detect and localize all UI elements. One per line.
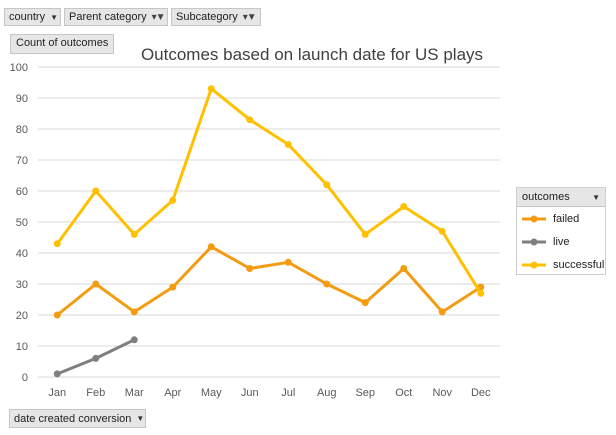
parent-category-filter-label: Parent category	[69, 11, 147, 23]
series-line-failed	[56, 245, 482, 317]
legend-label: failed	[553, 212, 580, 225]
x-tick-label: Aug	[317, 387, 337, 399]
data-point-successful	[361, 230, 369, 238]
x-tick-label: Dec	[471, 387, 491, 399]
legend-item-failed: failed	[517, 207, 605, 230]
filter-dropdown-icon: ▾▼	[242, 11, 257, 23]
data-point-failed	[361, 299, 369, 307]
country-filter-button[interactable]: country ▼	[4, 8, 61, 26]
x-tick-label: May	[201, 387, 222, 399]
chart-title: Outcomes based on launch date for US pla…	[141, 45, 483, 64]
y-tick-label: 10	[16, 341, 28, 353]
legend-label: live	[553, 235, 570, 248]
count-of-outcomes-label: Count of outcomes	[16, 37, 109, 49]
data-point-successful	[323, 181, 331, 189]
x-tick-label: Oct	[395, 387, 412, 399]
country-filter-label: country	[9, 11, 46, 23]
dropdown-arrow-icon: ▼	[136, 414, 145, 423]
data-point-failed	[53, 311, 61, 319]
date-created-conversion-label: date created conversion	[14, 412, 132, 425]
x-tick-label: Feb	[86, 387, 105, 399]
data-point-successful	[477, 289, 485, 297]
data-point-successful	[284, 141, 292, 148]
data-point-failed	[130, 308, 138, 316]
y-tick-label: 80	[16, 124, 28, 136]
y-tick-label: 70	[16, 155, 28, 167]
legend-label: successful	[553, 258, 605, 271]
x-tick-label: Nov	[432, 387, 452, 399]
legend-item-successful: successful	[517, 253, 605, 276]
data-point-failed	[92, 280, 100, 288]
legend-header[interactable]: outcomes ▼	[517, 188, 605, 207]
legend: outcomes ▼ failed live successful	[516, 187, 606, 275]
subcategory-filter-label: Subcategory	[176, 11, 238, 23]
data-point-failed	[438, 308, 446, 316]
count-of-outcomes-field[interactable]: Count of outcomes	[10, 34, 115, 54]
x-tick-label: Sep	[355, 387, 375, 399]
data-point-successful	[169, 196, 177, 204]
y-tick-label: 60	[16, 186, 28, 198]
y-tick-label: 30	[16, 279, 28, 291]
y-tick-label: 100	[10, 62, 28, 74]
data-point-failed	[169, 283, 177, 291]
x-tick-label: Jul	[281, 387, 295, 399]
x-tick-label: Mar	[125, 387, 144, 399]
data-point-failed	[207, 243, 215, 251]
data-point-failed	[246, 265, 254, 272]
y-tick-label: 50	[16, 217, 28, 229]
data-point-successful	[438, 227, 446, 235]
legend-item-live: live	[517, 230, 605, 253]
data-point-failed	[323, 280, 331, 288]
dropdown-arrow-icon: ▼	[592, 192, 600, 202]
date-created-conversion-field[interactable]: date created conversion ▼	[9, 409, 146, 428]
data-point-live	[53, 370, 61, 378]
y-tick-label: 40	[16, 248, 28, 260]
data-point-successful	[92, 187, 100, 195]
dropdown-arrow-icon: ▼	[50, 12, 58, 22]
legend-swatch	[522, 215, 546, 222]
data-point-live	[92, 354, 100, 362]
legend-title: outcomes	[522, 191, 570, 203]
data-point-failed	[400, 265, 408, 272]
y-tick-label: 90	[16, 93, 28, 105]
x-tick-label: Jun	[241, 387, 259, 399]
y-tick-label: 20	[16, 310, 28, 322]
data-point-failed	[284, 258, 292, 266]
legend-swatch	[522, 261, 546, 268]
data-point-successful	[130, 230, 138, 238]
subcategory-filter-button[interactable]: Subcategory ▾▼	[171, 8, 261, 26]
data-point-successful	[246, 116, 254, 124]
data-point-successful	[53, 240, 61, 248]
x-tick-label: Apr	[164, 387, 181, 399]
data-point-successful	[400, 203, 408, 210]
series-line-successful	[56, 87, 483, 295]
data-point-live	[130, 336, 138, 344]
y-tick-label: 0	[22, 372, 28, 384]
filter-dropdown-icon: ▾▼	[151, 11, 166, 23]
x-tick-label: Jan	[48, 387, 66, 399]
parent-category-filter-button[interactable]: Parent category ▾▼	[64, 8, 168, 26]
legend-swatch	[522, 238, 546, 245]
data-point-successful	[207, 85, 215, 93]
